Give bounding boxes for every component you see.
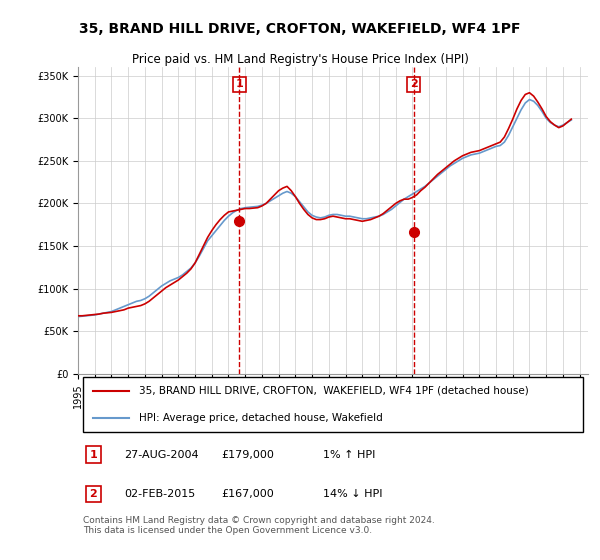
FancyBboxPatch shape	[83, 377, 583, 432]
Text: 35, BRAND HILL DRIVE, CROFTON,  WAKEFIELD, WF4 1PF (detached house): 35, BRAND HILL DRIVE, CROFTON, WAKEFIELD…	[139, 386, 529, 396]
Text: 1: 1	[235, 80, 243, 90]
Text: 2: 2	[89, 489, 97, 499]
Text: 1% ↑ HPI: 1% ↑ HPI	[323, 450, 375, 460]
Text: 02-FEB-2015: 02-FEB-2015	[124, 489, 195, 499]
Text: 27-AUG-2004: 27-AUG-2004	[124, 450, 199, 460]
Text: £167,000: £167,000	[221, 489, 274, 499]
Text: HPI: Average price, detached house, Wakefield: HPI: Average price, detached house, Wake…	[139, 413, 383, 423]
Text: 14% ↓ HPI: 14% ↓ HPI	[323, 489, 382, 499]
Text: £179,000: £179,000	[221, 450, 274, 460]
Text: Contains HM Land Registry data © Crown copyright and database right 2024.
This d: Contains HM Land Registry data © Crown c…	[83, 516, 435, 535]
Text: 2: 2	[410, 80, 418, 90]
Text: Price paid vs. HM Land Registry's House Price Index (HPI): Price paid vs. HM Land Registry's House …	[131, 53, 469, 66]
Text: 35, BRAND HILL DRIVE, CROFTON, WAKEFIELD, WF4 1PF: 35, BRAND HILL DRIVE, CROFTON, WAKEFIELD…	[79, 22, 521, 36]
Text: 1: 1	[89, 450, 97, 460]
